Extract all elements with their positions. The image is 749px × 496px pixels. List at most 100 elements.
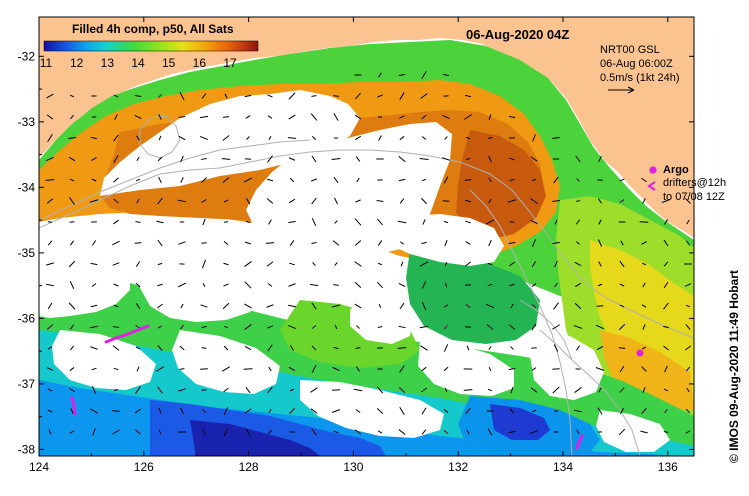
- current-vector: [309, 283, 319, 287]
- current-vector: [575, 155, 581, 163]
- current-vector: [398, 386, 406, 394]
- current-vector: [157, 197, 163, 205]
- current-vector: [223, 326, 229, 328]
- current-vector: [620, 240, 624, 246]
- current-vector: [531, 323, 537, 331]
- current-vector: [268, 135, 272, 141]
- current-vector: [597, 283, 603, 287]
- current-vector: [158, 135, 162, 141]
- current-vector: [421, 301, 427, 311]
- current-vector: [157, 239, 163, 247]
- current-vector: [223, 199, 229, 203]
- x-tick-label: 126: [134, 460, 154, 474]
- current-vector: [333, 284, 339, 286]
- y-tick-label: -36: [18, 311, 36, 325]
- current-vector: [46, 283, 54, 287]
- current-vector: [69, 345, 75, 351]
- colorbar-tick-label: 14: [131, 56, 145, 70]
- current-vector: [157, 156, 163, 162]
- current-vector: [376, 386, 384, 394]
- current-vector: [488, 346, 492, 350]
- current-vector: [113, 198, 119, 204]
- current-vector: [442, 73, 450, 77]
- current-vector: [377, 240, 383, 246]
- current-vector: [311, 428, 317, 436]
- current-vector: [575, 241, 581, 245]
- current-vector: [268, 366, 272, 372]
- current-vector: [488, 155, 492, 163]
- current-vector: [201, 158, 207, 160]
- current-vector: [531, 178, 537, 182]
- current-vector: [509, 178, 515, 182]
- current-vector: [399, 92, 405, 100]
- current-vector: [223, 427, 229, 437]
- current-vector: [221, 366, 231, 372]
- current-vector: [552, 137, 560, 139]
- current-vector: [45, 156, 55, 162]
- y-tick-label: -33: [18, 115, 36, 129]
- current-vector: [641, 408, 647, 414]
- current-vector: [202, 428, 206, 436]
- current-vector: [663, 261, 669, 267]
- current-vector: [576, 178, 580, 182]
- current-vector: [378, 72, 382, 78]
- current-vector: [642, 324, 646, 330]
- current-vector: [663, 431, 669, 433]
- current-vector: [355, 92, 361, 100]
- current-vector: [202, 218, 206, 226]
- current-vector: [222, 135, 230, 141]
- drifter-track: [70, 396, 77, 416]
- current-vector: [289, 240, 295, 246]
- current-vector: [663, 302, 669, 310]
- current-vector: [331, 409, 341, 413]
- plot-frame: [38, 16, 695, 457]
- current-vector: [310, 408, 318, 414]
- current-vector: [485, 219, 495, 225]
- current-vector: [553, 344, 559, 352]
- current-vector: [443, 344, 449, 352]
- current-vector: [466, 345, 470, 351]
- date-label: 06-Aug-2020 04Z: [466, 27, 569, 42]
- current-vector: [113, 155, 119, 163]
- colorbar-tick-label: 15: [162, 56, 176, 70]
- current-vector: [158, 407, 162, 415]
- current-vector: [686, 387, 690, 393]
- current-vector: [488, 239, 492, 247]
- current-vector: [180, 324, 184, 330]
- current-vector: [243, 177, 253, 183]
- drifter-track: [575, 434, 584, 450]
- current-vector: [641, 346, 647, 350]
- current-legend: NRT00 GSL 06-Aug 06:00Z 0.5m/s (1kt 24h): [600, 44, 679, 94]
- current-vector: [508, 430, 516, 434]
- current-vector: [180, 303, 184, 309]
- current-vector: [201, 177, 207, 183]
- current-vector: [420, 93, 428, 99]
- current-vector: [46, 198, 54, 204]
- current-vector: [354, 218, 362, 226]
- current-vector: [422, 219, 426, 225]
- colorbar-tick-label: 12: [70, 56, 84, 70]
- current-vector: [399, 365, 405, 373]
- current-vector: [158, 114, 162, 120]
- current-vector: [619, 283, 625, 287]
- current-vector: [507, 199, 517, 203]
- y-axis: -32 -33 -34 -35 -36 -37 -38: [18, 49, 694, 456]
- current-vector: [663, 345, 669, 351]
- current-vector: [67, 137, 77, 139]
- current-vector: [179, 368, 185, 370]
- current-vector: [421, 281, 427, 289]
- current-vector: [532, 134, 536, 142]
- current-vector: [531, 304, 537, 308]
- current-vector: [377, 430, 383, 434]
- current-vector: [419, 261, 429, 267]
- current-vector: [421, 429, 427, 435]
- current-vector: [421, 71, 427, 79]
- drifter-track: [104, 324, 150, 344]
- current-vector: [199, 115, 209, 119]
- current-vector: [244, 261, 252, 267]
- current-vector: [377, 262, 383, 266]
- current-vector: [553, 176, 559, 184]
- current-vector: [554, 282, 558, 288]
- current-vector: [112, 262, 120, 266]
